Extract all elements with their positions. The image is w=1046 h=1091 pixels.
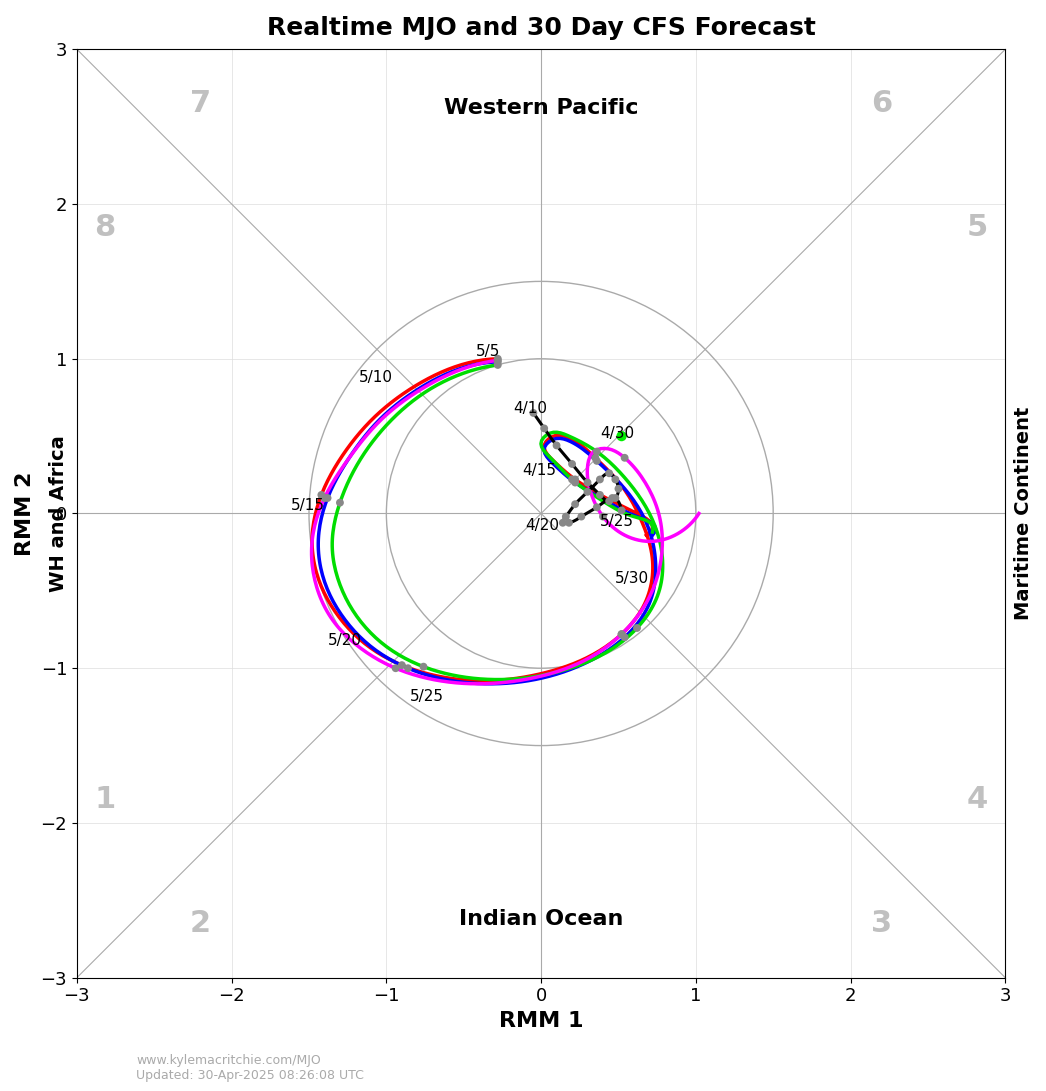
Point <box>554 514 571 531</box>
Point <box>525 404 542 421</box>
Text: 4/10: 4/10 <box>514 400 547 416</box>
Point <box>573 507 590 525</box>
Text: WH and Africa: WH and Africa <box>49 435 68 591</box>
Point <box>629 620 645 637</box>
Text: 2: 2 <box>190 909 211 938</box>
Point <box>567 473 584 491</box>
Title: Realtime MJO and 30 Day CFS Forecast: Realtime MJO and 30 Day CFS Forecast <box>267 16 816 40</box>
Text: 8: 8 <box>94 213 115 242</box>
Point <box>400 659 416 676</box>
Point <box>613 428 630 445</box>
Text: 4/15: 4/15 <box>523 463 556 478</box>
Text: 5/10: 5/10 <box>359 370 392 385</box>
Point <box>567 495 584 513</box>
Point <box>594 507 611 525</box>
Text: Maritime Continent: Maritime Continent <box>1015 407 1033 620</box>
Point <box>564 455 581 472</box>
Point <box>610 480 627 497</box>
Point <box>316 489 333 506</box>
Point <box>319 489 336 506</box>
Point <box>548 436 565 454</box>
X-axis label: RMM 1: RMM 1 <box>499 1011 584 1031</box>
Text: 3: 3 <box>871 909 892 938</box>
Point <box>604 489 620 506</box>
Text: 5/25: 5/25 <box>600 514 634 529</box>
Point <box>490 353 506 371</box>
Text: 5/15: 5/15 <box>291 499 324 513</box>
Text: 5: 5 <box>967 213 988 242</box>
Point <box>592 487 609 504</box>
Text: Western Pacific: Western Pacific <box>444 98 638 118</box>
Point <box>415 658 432 675</box>
Text: 6: 6 <box>871 89 892 118</box>
Point <box>613 625 630 643</box>
Text: 1: 1 <box>94 786 115 814</box>
Point <box>332 494 348 512</box>
Point <box>393 657 410 674</box>
Point <box>592 470 609 488</box>
Text: 4/20: 4/20 <box>526 518 560 533</box>
Point <box>567 470 584 488</box>
Text: 4/30: 4/30 <box>600 425 634 441</box>
Y-axis label: RMM 2: RMM 2 <box>15 471 35 555</box>
Point <box>589 443 606 460</box>
Point <box>490 350 506 368</box>
Point <box>607 470 623 488</box>
Point <box>600 492 617 509</box>
Point <box>490 357 506 374</box>
Point <box>600 465 617 482</box>
Point <box>589 452 606 469</box>
Text: 4: 4 <box>967 786 988 814</box>
Point <box>387 659 404 676</box>
Point <box>613 625 630 643</box>
Point <box>536 420 552 437</box>
Point <box>616 449 633 467</box>
Text: 7: 7 <box>190 89 211 118</box>
Point <box>579 473 596 491</box>
Point <box>607 489 623 506</box>
Text: 5/25: 5/25 <box>410 688 444 704</box>
Point <box>616 628 633 646</box>
Point <box>613 502 630 519</box>
Point <box>561 514 577 531</box>
Point <box>313 487 329 504</box>
Point <box>587 449 604 467</box>
Text: Indian Ocean: Indian Ocean <box>459 909 623 928</box>
Text: Updated: 30-Apr-2025 08:26:08 UTC: Updated: 30-Apr-2025 08:26:08 UTC <box>136 1069 364 1082</box>
Text: www.kylemacritchie.com/MJO: www.kylemacritchie.com/MJO <box>136 1054 321 1067</box>
Point <box>558 507 574 525</box>
Point <box>589 499 606 516</box>
Text: 5/20: 5/20 <box>327 633 362 648</box>
Text: 5/30: 5/30 <box>615 571 650 586</box>
Point <box>564 470 581 488</box>
Point <box>579 483 596 501</box>
Text: 5/5: 5/5 <box>476 344 500 359</box>
Point <box>490 351 506 369</box>
